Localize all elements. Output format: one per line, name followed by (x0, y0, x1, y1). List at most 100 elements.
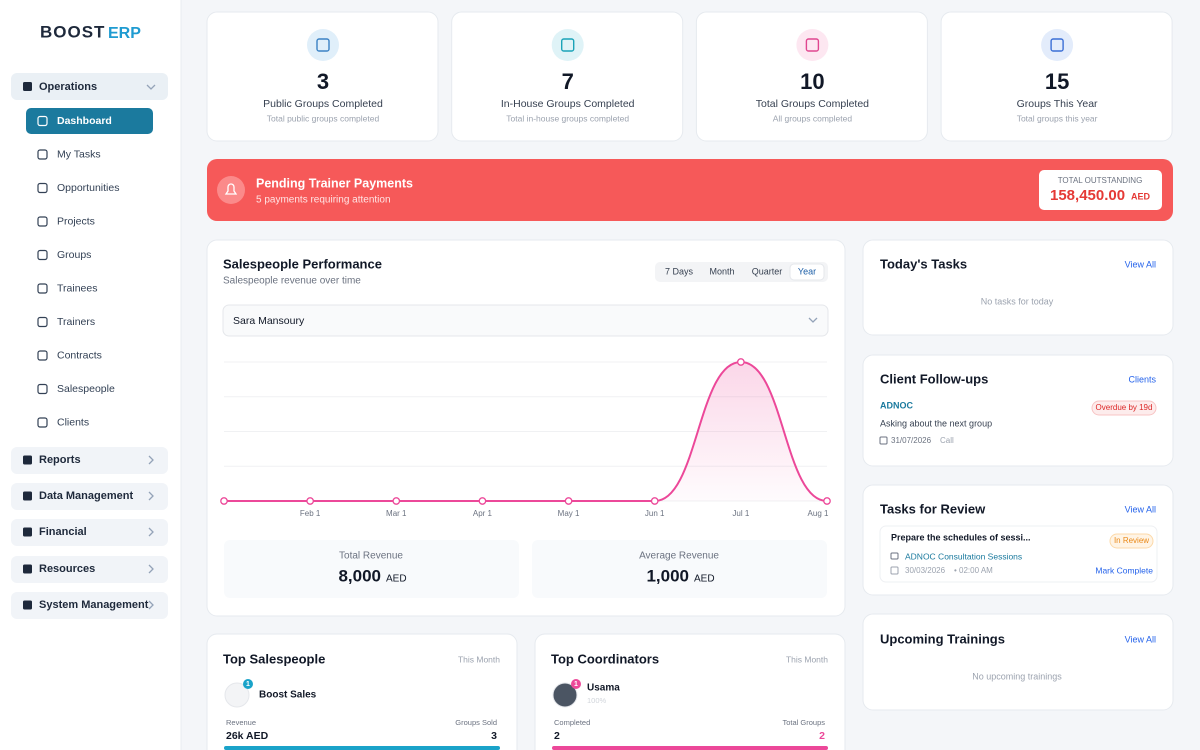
progress-bar (552, 746, 828, 750)
nav-group-header[interactable] (11, 556, 168, 583)
nav-group-header[interactable] (11, 73, 168, 100)
calendar-icon (890, 566, 899, 575)
empty-state: No tasks for today (981, 296, 1054, 306)
summary-box (224, 540, 519, 598)
period-tab[interactable]: Quarter (752, 266, 783, 276)
nav-item[interactable]: Projects (57, 215, 95, 227)
nav-icon (37, 216, 48, 227)
nav-icon (37, 182, 48, 194)
nav-icon (23, 527, 32, 537)
avatar (224, 682, 250, 708)
nav-icon (23, 82, 32, 91)
panel-link[interactable]: Clients (1128, 374, 1156, 384)
metric-value: 2 (819, 730, 825, 742)
panel-link[interactable]: View All (1125, 504, 1156, 514)
nav-item[interactable]: Trainees (57, 282, 97, 294)
follow-up-date: 31/07/2026 (891, 436, 932, 445)
nav-item[interactable]: Salespeople (57, 383, 115, 395)
period-tab[interactable]: Month (709, 266, 734, 276)
nav-item[interactable]: Clients (57, 416, 89, 428)
today-tasks-panel (862, 239, 1174, 336)
nav-item[interactable]: Trainers (57, 316, 95, 328)
stat-icon-bg (1041, 29, 1074, 61)
point (650, 497, 659, 505)
nav-icon (37, 350, 48, 361)
summary-unit: AED (694, 574, 715, 585)
nav-icon (37, 417, 48, 428)
avatar (552, 682, 578, 708)
alert-icon-bg (217, 176, 245, 204)
rank-number: 1 (574, 681, 578, 688)
period-tab[interactable]: Year (798, 266, 816, 276)
nav-icon (37, 316, 48, 328)
stat-icon (561, 38, 575, 52)
point (823, 497, 831, 505)
point (220, 497, 228, 505)
top_salespeople-panel (206, 633, 518, 750)
stat-value: 10 (800, 69, 824, 94)
status-badge (1109, 533, 1154, 549)
stat-icon-bg (307, 29, 339, 61)
nav-item[interactable]: My Tasks (57, 148, 101, 160)
summary-box (532, 540, 827, 598)
nav-item-active[interactable] (26, 108, 153, 134)
salesperson-select[interactable] (222, 304, 829, 337)
alert-subtitle: 5 payments requiring attention (256, 195, 391, 206)
calendar-icon (879, 436, 888, 445)
area (224, 362, 827, 501)
panel-title: Upcoming Trainings (880, 631, 1005, 646)
stat-card (206, 11, 439, 142)
person-sub: 100% (587, 696, 607, 705)
nav-icon (23, 491, 32, 501)
metric-label: Completed (554, 718, 590, 727)
follow-up-note: Asking about the next group (880, 418, 992, 428)
brand-name: BOOST (40, 22, 105, 41)
client-name: ADNOC (880, 400, 913, 410)
nav-item[interactable]: Opportunities (57, 182, 119, 194)
nav-group-label[interactable]: Financial (39, 526, 87, 538)
stat-label: In-House Groups Completed (501, 98, 635, 110)
nav-group-header[interactable] (11, 447, 168, 474)
point (306, 497, 314, 505)
panel-title: Client Follow-ups (880, 371, 988, 386)
x-tick-label: Aug 1 (808, 509, 829, 518)
stat-value: 15 (1045, 69, 1069, 94)
person-name: Boost Sales (259, 690, 317, 701)
panel-link[interactable]: View All (1125, 634, 1156, 644)
period-tab-active[interactable] (789, 263, 825, 281)
stat-value: 7 (562, 69, 574, 94)
summary-label: Total Revenue (339, 551, 403, 562)
nav-group-header[interactable] (11, 592, 168, 619)
period-tab[interactable]: 7 Days (665, 266, 694, 276)
nav-icon (37, 283, 48, 294)
metric-label: Total Groups (782, 718, 825, 727)
nav-item[interactable]: Groups (57, 249, 91, 261)
stat-card (940, 11, 1173, 142)
salesperson-select-value: Sara Mansoury (233, 315, 305, 327)
mark-complete[interactable]: Mark Complete (1095, 565, 1153, 575)
alert-icon (224, 183, 238, 195)
x-tick-label: May 1 (558, 509, 580, 518)
x-tick-label: Apr 1 (473, 509, 493, 518)
panel-title: Top Salespeople (223, 651, 325, 666)
status-badge-text: In Review (1114, 536, 1149, 545)
outstanding-label: TOTAL OUTSTANDING (1058, 176, 1143, 185)
nav-group-header[interactable] (11, 519, 168, 546)
nav-group-header[interactable] (11, 483, 168, 510)
chart-title: Salespeople Performance (223, 256, 382, 271)
status-badge (1091, 400, 1157, 416)
nav-group-label[interactable]: Data Management (39, 490, 133, 502)
chart-subtitle: Salespeople revenue over time (223, 276, 361, 287)
alert-title: Pending Trainer Payments (256, 176, 413, 190)
progress-bar (224, 746, 500, 750)
panel-link[interactable]: View All (1125, 259, 1156, 269)
nav-group-label[interactable]: System Management (39, 599, 149, 611)
nav-icon (23, 455, 32, 465)
nav-group-label[interactable]: Resources (39, 563, 95, 575)
nav-item[interactable]: Contracts (57, 349, 102, 361)
period-tabs (655, 262, 828, 282)
nav-group-label[interactable]: Reports (39, 454, 81, 466)
nav-item[interactable]: Dashboard (57, 115, 112, 127)
summary-value: 8,000 (338, 566, 381, 585)
